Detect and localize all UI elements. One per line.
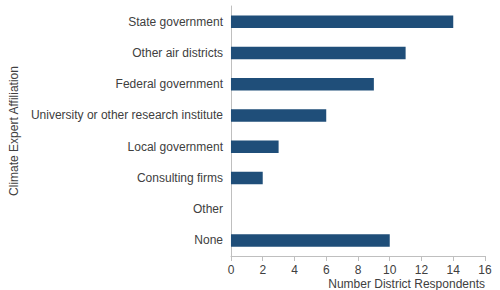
svg-text:None: None	[194, 233, 223, 247]
svg-text:16: 16	[478, 263, 492, 277]
svg-text:8: 8	[355, 263, 362, 277]
svg-text:University or other research i: University or other research institute	[31, 108, 223, 122]
svg-text:Other: Other	[193, 202, 223, 216]
svg-text:Other air districts: Other air districts	[132, 46, 223, 60]
svg-text:10: 10	[383, 263, 397, 277]
svg-text:12: 12	[415, 263, 429, 277]
svg-text:14: 14	[447, 263, 461, 277]
svg-text:State government: State government	[128, 15, 223, 29]
svg-text:Local government: Local government	[128, 140, 224, 154]
svg-text:Climate Expert Affiliation: Climate Expert Affiliation	[7, 66, 21, 196]
svg-text:6: 6	[323, 263, 330, 277]
svg-text:Number District Respondents: Number District Respondents	[328, 277, 485, 290]
svg-text:Consulting firms: Consulting firms	[137, 171, 223, 185]
svg-text:4: 4	[291, 263, 298, 277]
svg-text:0: 0	[228, 263, 235, 277]
svg-text:2: 2	[259, 263, 266, 277]
svg-text:Federal government: Federal government	[116, 77, 224, 91]
